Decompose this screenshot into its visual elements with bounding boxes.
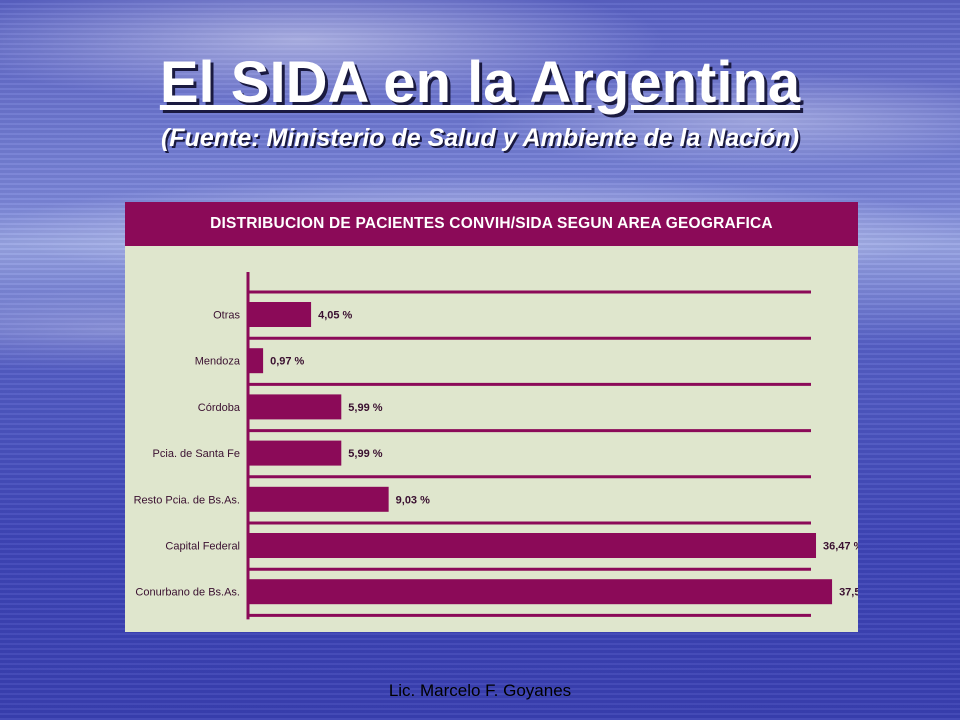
category-label: Conurbano de Bs.As. xyxy=(135,587,240,599)
slide-subtitle: (Fuente: Ministerio de Salud y Ambiente … xyxy=(160,124,800,152)
category-label: Resto Pcia. de Bs.As. xyxy=(134,494,240,506)
value-label: 36,47 % xyxy=(823,541,858,553)
category-label: Capital Federal xyxy=(165,541,240,553)
chart-panel: DISTRIBUCION DE PACIENTES CONVIH/SIDA SE… xyxy=(125,202,858,632)
value-label: 9,03 % xyxy=(396,494,430,506)
bar-5 xyxy=(248,486,389,512)
value-label: 5,99 % xyxy=(348,402,382,414)
category-label: Mendoza xyxy=(195,356,241,368)
bar-4 xyxy=(248,440,342,466)
value-label: 4,05 % xyxy=(318,310,352,322)
value-label: 0,97 % xyxy=(270,356,304,368)
value-label: 37,50 % xyxy=(839,587,858,599)
value-label: 5,99 % xyxy=(348,448,382,460)
bar-6 xyxy=(248,533,817,558)
bar-2 xyxy=(248,348,264,374)
slide-footer: Lic. Marcelo F. Goyanes xyxy=(388,681,572,700)
category-label: Córdoba xyxy=(198,402,241,414)
bar-3 xyxy=(248,394,342,420)
slide-title: El SIDA en la Argentina xyxy=(159,50,801,115)
chart-title: DISTRIBUCION DE PACIENTES CONVIH/SIDA SE… xyxy=(125,202,858,246)
category-label: Pcia. de Santa Fe xyxy=(153,448,240,460)
bar-chart: Otras 4,05 % Mendoza 0,97 % Córdoba 5,99 % Pci… xyxy=(134,272,858,620)
bar-1 xyxy=(248,302,312,327)
category-label: Otras xyxy=(213,310,240,322)
bar-7 xyxy=(248,579,833,605)
